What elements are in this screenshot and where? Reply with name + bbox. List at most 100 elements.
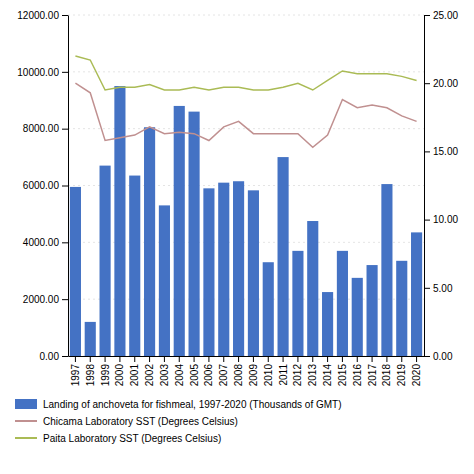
tick-mark <box>194 356 195 362</box>
legend-label: Chicama Laboratory SST (Degrees Celsius) <box>43 416 238 427</box>
legend-label: Landing of anchoveta for fishmeal, 1997-… <box>43 399 342 410</box>
tick-label: 25.00 <box>433 10 458 21</box>
bar <box>233 181 244 356</box>
tick: 6000.00 <box>23 180 68 191</box>
bar <box>248 190 259 356</box>
tick: 4000.00 <box>23 237 68 248</box>
tick: 2013 <box>307 356 318 386</box>
bar <box>85 322 96 356</box>
bar <box>129 176 140 356</box>
tick-label: 2015 <box>337 364 348 387</box>
tick-label: 0.00 <box>433 351 453 362</box>
tick: 10000.00 <box>17 67 68 78</box>
bar <box>337 251 348 356</box>
tick: 2001 <box>129 356 140 386</box>
tick-label: 20.00 <box>433 78 458 89</box>
bar <box>411 232 422 356</box>
tick-mark <box>62 72 68 73</box>
bar <box>70 187 81 356</box>
tick: 2020 <box>411 356 422 386</box>
tick-label: 12000.00 <box>17 10 59 21</box>
tick: 2016 <box>352 356 363 386</box>
bar <box>278 157 289 356</box>
tick-label: 2008 <box>233 364 244 387</box>
tick-mark <box>164 356 165 362</box>
tick: 0.00 <box>40 351 68 362</box>
y2-axis: 0.005.0010.0015.0020.0025.00 <box>424 10 458 362</box>
tick: 2011 <box>278 356 289 386</box>
tick-mark <box>424 356 430 357</box>
tick: 1997 <box>70 356 81 386</box>
tick-label: 2011 <box>278 364 289 386</box>
tick-mark <box>134 356 135 362</box>
y-axis: 0.00 2000.00 4000.00 6000.00 8000.00 10000.00… <box>17 10 68 362</box>
tick-mark <box>62 242 68 243</box>
grid-line <box>68 15 424 16</box>
tick-mark <box>62 299 68 300</box>
tick-mark <box>424 151 430 152</box>
bar <box>367 265 378 356</box>
tick-label: 2018 <box>381 364 392 387</box>
tick: 1999 <box>100 356 111 386</box>
tick-mark <box>62 356 68 357</box>
tick: 2005 <box>189 356 200 386</box>
tick-mark <box>386 356 387 362</box>
tick: 20.00 <box>424 78 458 89</box>
tick-mark <box>312 356 313 362</box>
tick: 2007 <box>218 356 229 386</box>
tick-label: 5.00 <box>433 283 453 294</box>
x-axis: 1997199819992000200120022003200420052006… <box>69 356 425 386</box>
bar <box>114 86 125 356</box>
tick: 8000.00 <box>23 123 68 134</box>
tick-mark <box>62 15 68 16</box>
legend-swatch <box>15 437 37 439</box>
tick: 2006 <box>203 356 214 386</box>
tick-mark <box>342 356 343 362</box>
tick: 2015 <box>337 356 348 386</box>
tick-label: 0.00 <box>40 351 60 362</box>
tick-label: 1999 <box>100 364 111 387</box>
tick-label: 4000.00 <box>23 237 60 248</box>
tick-label: 2017 <box>367 364 378 387</box>
bar <box>322 292 333 356</box>
tick-mark <box>283 356 284 362</box>
tick-label: 15.00 <box>433 146 458 157</box>
tick-label: 2004 <box>174 364 185 387</box>
axis-line <box>69 356 425 357</box>
tick-label: 2000.00 <box>23 294 60 305</box>
bar <box>307 221 318 356</box>
tick-mark <box>62 129 68 130</box>
legend-item: Paita Laboratory SST (Degrees Celsius) <box>15 433 221 444</box>
tick-label: 2002 <box>144 364 155 387</box>
tick-mark <box>119 356 120 362</box>
bar <box>292 251 303 356</box>
tick-label: 2007 <box>218 364 229 387</box>
tick-mark <box>62 186 68 187</box>
tick-mark <box>416 356 417 362</box>
marks <box>70 56 422 356</box>
tick: 2009 <box>248 356 259 386</box>
tick: 25.00 <box>424 10 458 21</box>
tick: 15.00 <box>424 146 458 157</box>
tick-mark <box>372 356 373 362</box>
tick-label: 1997 <box>70 364 81 387</box>
bar-series <box>70 86 422 356</box>
bar <box>159 205 170 356</box>
axis-line <box>424 16 425 357</box>
tick-mark <box>424 83 430 84</box>
tick: 12000.00 <box>17 10 68 21</box>
tick: 2008 <box>233 356 244 386</box>
tick-label: 2014 <box>322 364 333 387</box>
tick: 1998 <box>85 356 96 386</box>
tick-label: 2006 <box>203 364 214 387</box>
legend-label: Paita Laboratory SST (Degrees Celsius) <box>43 433 221 444</box>
tick-mark <box>223 356 224 362</box>
bar <box>381 184 392 356</box>
legend-swatch <box>15 420 37 422</box>
bar <box>396 261 407 356</box>
tick-mark <box>179 356 180 362</box>
tick-mark <box>424 288 430 289</box>
tick-label: 2010 <box>263 364 274 387</box>
tick-label: 10000.00 <box>17 67 59 78</box>
tick-mark <box>149 356 150 362</box>
